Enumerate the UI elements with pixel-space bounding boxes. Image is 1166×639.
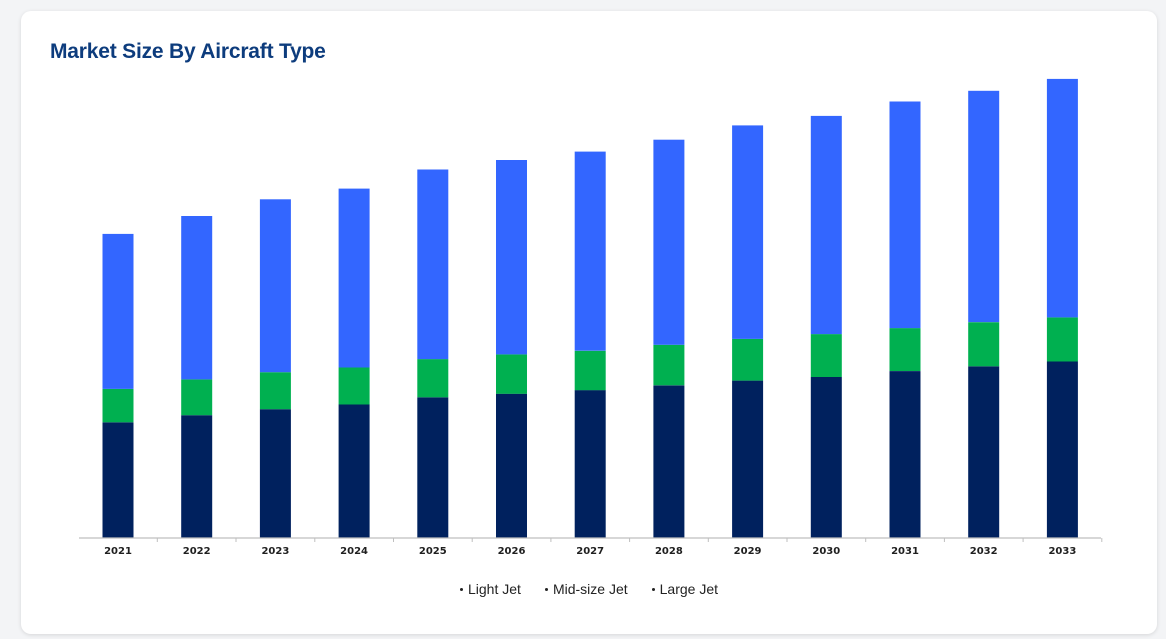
- bar-large-jet-2024: [338, 188, 370, 368]
- bar-light-jet-2026: [496, 393, 527, 538]
- legend-label: Mid-size Jet: [552, 581, 628, 597]
- bar-large-jet-2029: [732, 125, 764, 339]
- x-axis-ticks: 2021 2022 2023 2024 2025 2026 2027 2028 2029 2030…: [104, 538, 1103, 557]
- bar-light-jet-2024: [338, 404, 370, 538]
- bar-large-jet-2027: [574, 151, 606, 351]
- bar-large-jet-2026: [496, 160, 527, 355]
- bar-mid-size-jet-2032: [968, 322, 1000, 367]
- bar-large-jet-2032: [968, 90, 1000, 323]
- bar-large-jet-2025: [417, 169, 449, 360]
- bar-mid-size-jet-2027: [574, 350, 606, 391]
- x-tick-label: 2024: [340, 546, 368, 557]
- bar-light-jet-2030: [810, 377, 842, 538]
- bar-mid-size-jet-2025: [417, 359, 449, 398]
- legend-item-large-jet[interactable]: Large Jet: [651, 581, 718, 597]
- x-tick-label: 2021: [104, 546, 132, 557]
- x-tick-label: 2031: [891, 546, 919, 557]
- chart-card: Market Size By Aircraft Type 2021 2022 202…: [21, 11, 1157, 634]
- x-tick-label: 2028: [655, 546, 683, 557]
- bar-large-jet-2030: [810, 115, 842, 335]
- bar-mid-size-jet-2021: [102, 388, 134, 423]
- x-tick-label: 2030: [812, 546, 840, 557]
- stacked-bar-chart: 2021 2022 2023 2024 2025 2026 2027 2028 2029 2030…: [79, 78, 1103, 557]
- x-tick-label: 2023: [261, 546, 289, 557]
- bar-mid-size-jet-2030: [810, 334, 842, 377]
- bar-large-jet-2022: [181, 216, 213, 380]
- x-tick-label: 2029: [734, 546, 762, 557]
- legend-item-mid-size-jet[interactable]: Mid-size Jet: [544, 581, 628, 597]
- bar-light-jet-2029: [732, 380, 764, 538]
- bar-mid-size-jet-2026: [496, 354, 527, 394]
- bar-large-jet-2031: [889, 101, 921, 329]
- bar-light-jet-2022: [181, 415, 213, 538]
- bar-large-jet-2028: [653, 139, 685, 345]
- bar-light-jet-2023: [259, 409, 291, 538]
- bar-mid-size-jet-2033: [1046, 317, 1078, 362]
- bar-mid-size-jet-2031: [889, 328, 921, 371]
- bar-mid-size-jet-2028: [653, 344, 685, 386]
- bar-light-jet-2021: [102, 422, 134, 538]
- bar-light-jet-2033: [1046, 361, 1078, 538]
- x-tick-label: 2033: [1048, 546, 1076, 557]
- bar-light-jet-2025: [417, 397, 449, 538]
- bar-large-jet-2021: [102, 233, 134, 389]
- x-tick-label: 2022: [183, 546, 211, 557]
- bar-mid-size-jet-2023: [259, 372, 291, 410]
- bullet-icon: [544, 587, 548, 591]
- bullet-icon: [460, 587, 463, 591]
- bar-light-jet-2027: [574, 390, 606, 538]
- bar-mid-size-jet-2022: [181, 379, 213, 416]
- x-tick-label: 2027: [576, 546, 604, 557]
- bar-large-jet-2023: [259, 199, 291, 373]
- bar-mid-size-jet-2024: [338, 367, 370, 405]
- legend-label: Light Jet: [468, 581, 521, 597]
- legend-label: Large Jet: [659, 581, 718, 597]
- x-tick-label: 2025: [419, 546, 447, 557]
- chart-legend: Light Jet Mid-size Jet Large Jet: [21, 581, 1157, 597]
- bars-group: [102, 78, 1078, 538]
- x-tick-label: 2026: [498, 546, 526, 557]
- bar-mid-size-jet-2029: [732, 338, 764, 381]
- chart-title: Market Size By Aircraft Type: [50, 40, 326, 63]
- bar-light-jet-2031: [889, 371, 921, 538]
- legend-item-light-jet[interactable]: Light Jet: [460, 581, 521, 597]
- bar-large-jet-2033: [1046, 78, 1078, 318]
- bar-light-jet-2028: [653, 385, 685, 538]
- x-tick-label: 2032: [970, 546, 998, 557]
- bullet-icon: [651, 587, 655, 591]
- bar-light-jet-2032: [968, 366, 1000, 538]
